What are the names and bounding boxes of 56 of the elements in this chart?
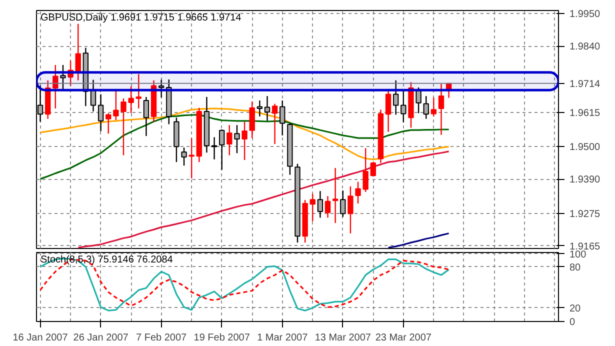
candlestick [385,88,392,132]
candlestick [226,124,232,156]
line-series [77,150,450,248]
candlestick [219,128,225,170]
chart-title: GBPUSD,Daily 1.9691 1.9715 1.9665 1.9714 [40,12,242,24]
candlestick [234,124,240,154]
candlestick [106,112,112,134]
x-tick-label: 26 Jan 2007 [73,332,129,344]
y-tick-label: 1.9390 [570,174,601,186]
y-tick-label: 1.9500 [570,142,601,154]
candlestick [242,121,248,161]
ref-line-label: 1.9714 [570,78,601,90]
candlestick [416,86,422,114]
candlestick [280,100,286,136]
x-tick-label: 7 Feb 2007 [136,332,188,344]
candlestick [143,96,150,137]
candlestick [90,79,96,112]
candlestick [60,64,66,91]
x-tick-label: 19 Feb 2007 [194,332,250,344]
candlestick [317,190,324,218]
candlestick [188,137,194,179]
x-tick-label: 1 Mar 2007 [257,332,308,344]
candlestick [348,186,354,234]
candlestick [75,23,81,81]
candlestick [264,95,270,122]
x-tick-label: 16 Jan 2007 [12,332,68,344]
y-tick-label: 1.9275 [570,208,601,220]
x-tick-label: 13 Mar 2007 [314,332,372,344]
candlestick [393,80,399,116]
candlestick [181,146,187,166]
y-tick-label: 1.9950 [570,8,601,20]
candlestick [249,101,255,139]
y-tick-label: 20 [570,303,582,314]
y-tick-label: 0 [570,317,576,328]
candlestick [423,95,429,120]
candlestick [430,96,437,118]
candlestick [324,196,331,218]
candlestick [332,167,338,224]
candlestick [340,190,346,218]
candlestick [272,103,278,145]
candlestick [52,64,58,110]
candlestick [438,83,444,136]
y-tick-label: 80 [570,262,582,274]
y-tick-label: 1.9615 [570,108,601,120]
candlestick [310,193,316,222]
candlestick [136,74,142,110]
y-tick-label: 1.9840 [570,42,601,53]
line-series [387,232,450,248]
candlestick [256,100,263,118]
candlestick [370,161,376,177]
candlestick [400,90,406,123]
candlestick [68,60,74,86]
x-tick-label: 23 Mar 2007 [375,332,432,344]
candlestick [98,94,104,132]
y-tick-label: 100 [570,250,587,260]
candlestick [158,79,164,98]
